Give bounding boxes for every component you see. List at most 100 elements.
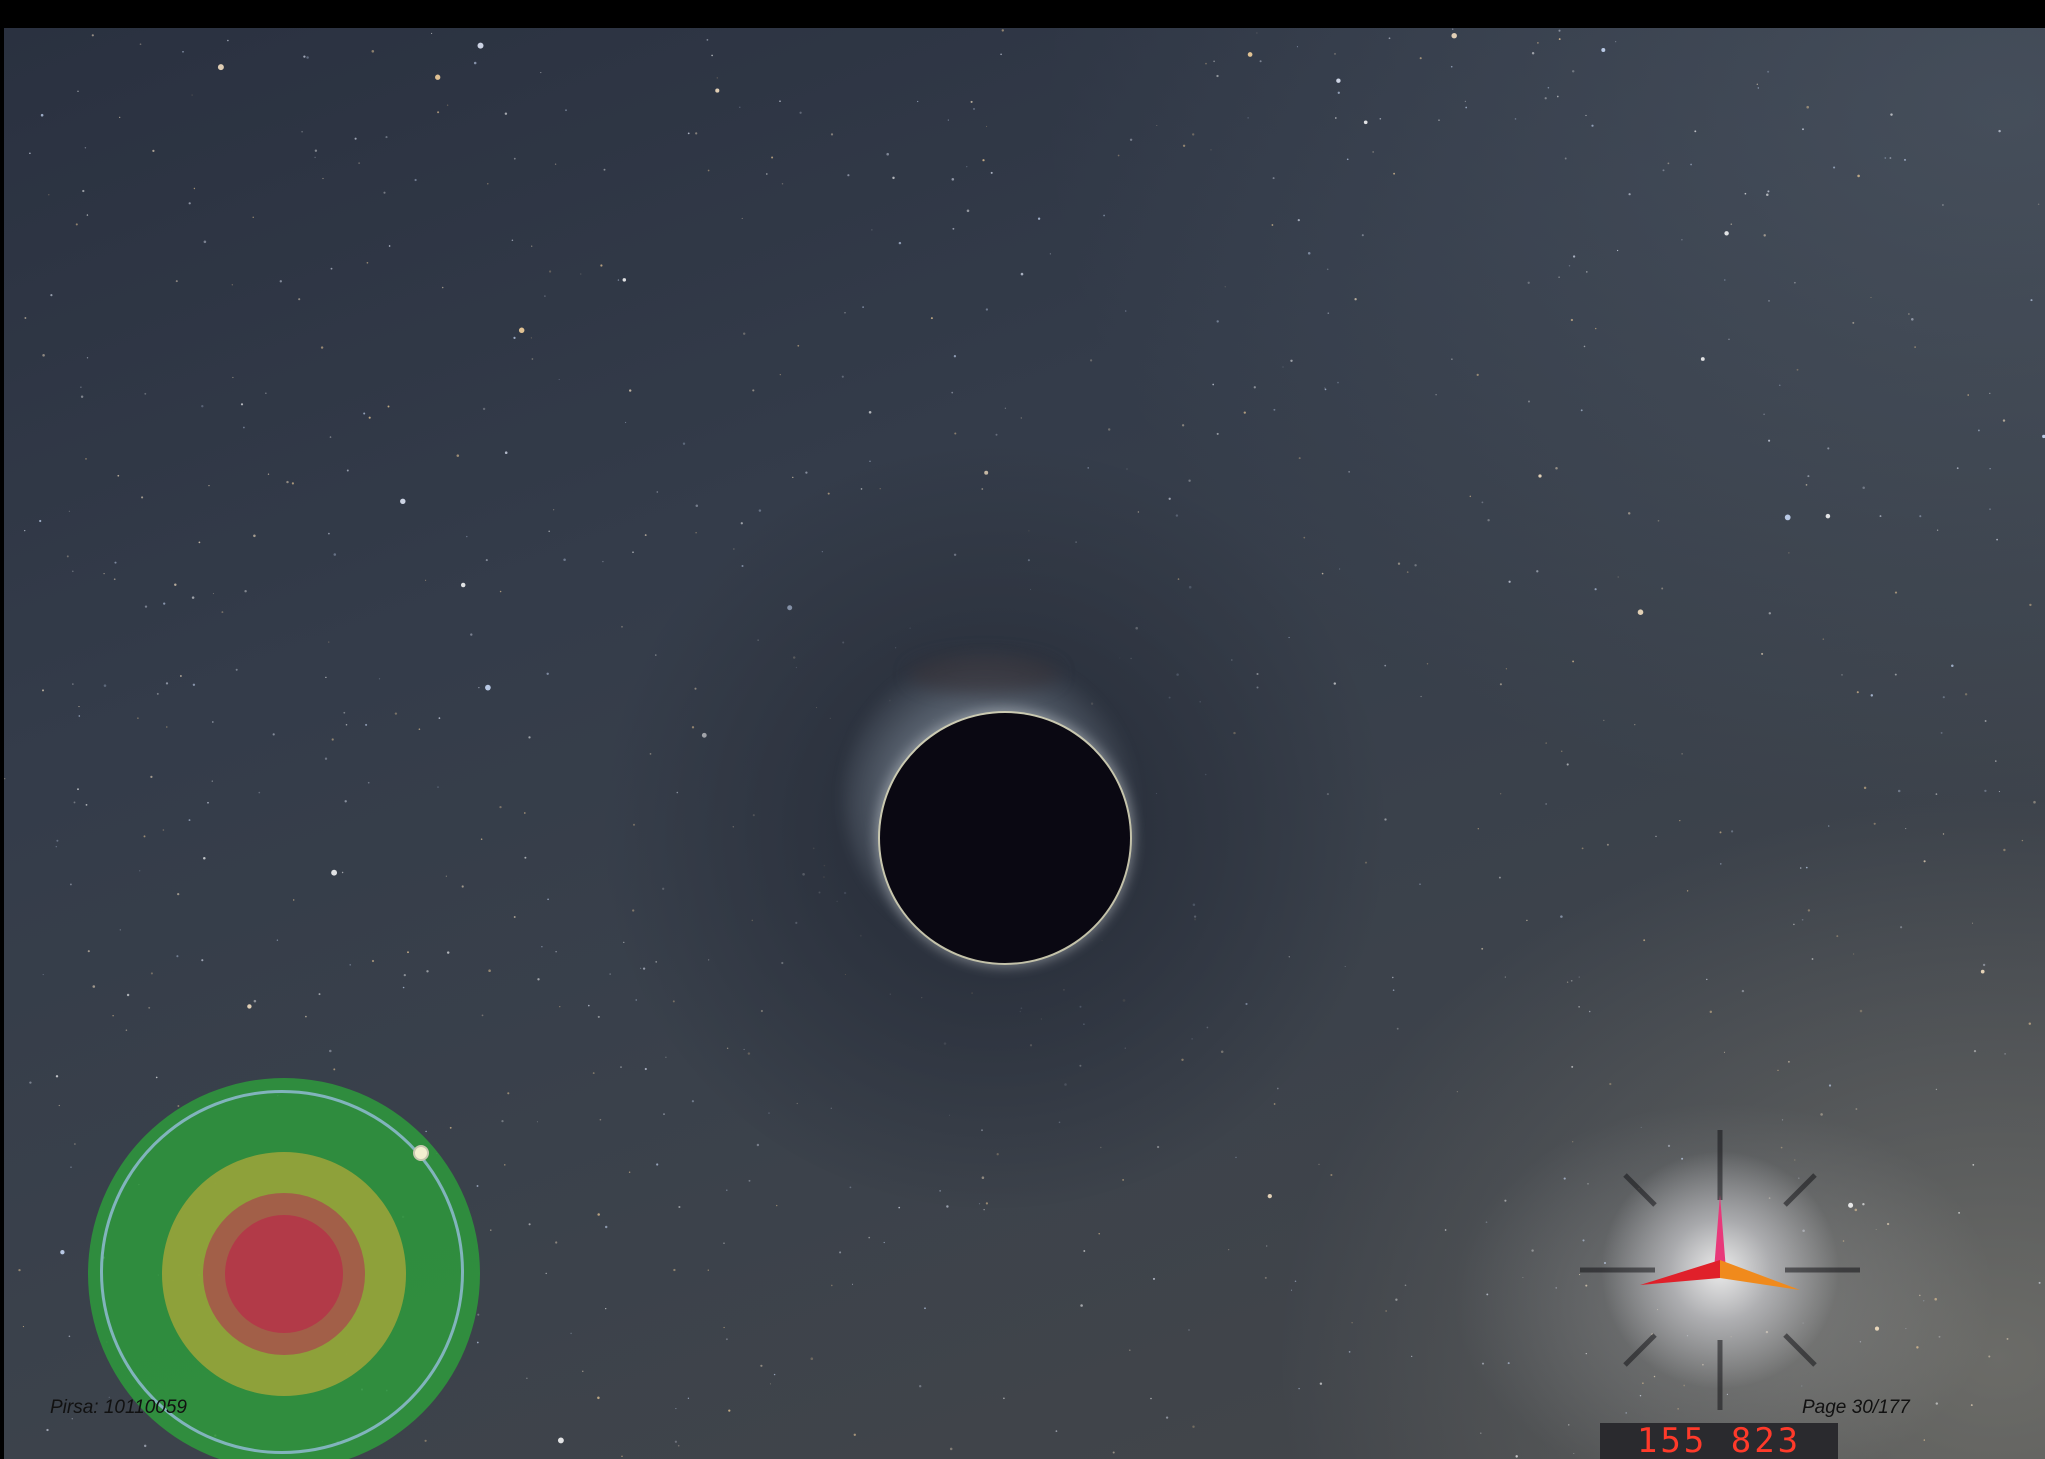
star bbox=[72, 683, 74, 685]
star bbox=[366, 261, 369, 264]
star bbox=[779, 374, 781, 376]
star bbox=[1811, 958, 1814, 960]
star bbox=[707, 169, 710, 172]
star bbox=[333, 1068, 336, 1071]
star bbox=[1870, 296, 1872, 299]
star bbox=[143, 835, 146, 838]
star bbox=[207, 801, 209, 804]
star bbox=[973, 108, 975, 110]
star bbox=[1504, 1199, 1507, 1202]
star bbox=[1681, 753, 1683, 755]
star bbox=[1477, 828, 1479, 830]
star bbox=[2021, 839, 2024, 842]
star bbox=[1465, 106, 1468, 109]
star bbox=[947, 119, 949, 121]
star bbox=[805, 471, 808, 474]
star bbox=[388, 245, 391, 247]
star bbox=[1117, 154, 1120, 157]
star bbox=[162, 829, 165, 831]
star bbox=[1124, 310, 1127, 312]
star bbox=[1863, 786, 1867, 790]
star bbox=[1273, 1103, 1276, 1105]
star bbox=[286, 480, 289, 484]
star bbox=[301, 130, 303, 133]
star bbox=[1055, 1430, 1058, 1432]
star bbox=[644, 1067, 647, 1071]
star bbox=[588, 1004, 590, 1007]
star bbox=[400, 498, 406, 505]
star bbox=[2033, 800, 2036, 804]
star bbox=[726, 1189, 728, 1191]
star bbox=[504, 1164, 506, 1166]
star bbox=[1210, 149, 1212, 151]
star bbox=[378, 678, 381, 680]
star bbox=[1700, 357, 1705, 361]
star bbox=[549, 270, 552, 273]
star bbox=[1212, 383, 1215, 386]
star bbox=[56, 839, 59, 842]
star bbox=[1476, 373, 1479, 377]
star bbox=[402, 986, 405, 989]
star bbox=[1761, 652, 1764, 655]
star bbox=[1003, 1397, 1005, 1400]
star bbox=[1942, 833, 1945, 835]
star bbox=[42, 974, 44, 976]
star bbox=[665, 1056, 667, 1058]
star bbox=[675, 1408, 677, 1410]
star bbox=[1338, 568, 1341, 570]
source-label: Pirsa: 10110059 bbox=[50, 1397, 187, 1418]
star bbox=[1730, 223, 1733, 225]
star bbox=[91, 34, 94, 37]
star bbox=[1560, 750, 1563, 753]
star bbox=[1216, 74, 1219, 78]
star bbox=[1558, 38, 1561, 41]
star bbox=[531, 358, 534, 360]
star bbox=[69, 883, 72, 886]
star bbox=[2028, 1022, 2032, 1025]
star bbox=[1107, 428, 1111, 431]
star bbox=[1388, 37, 1391, 40]
star bbox=[1181, 424, 1185, 427]
star bbox=[1862, 486, 1865, 490]
star bbox=[605, 1307, 607, 1310]
star bbox=[1639, 1394, 1642, 1397]
star bbox=[1916, 1346, 1919, 1349]
star bbox=[2029, 603, 2032, 607]
star bbox=[188, 202, 191, 205]
star bbox=[1556, 95, 1559, 98]
star bbox=[966, 209, 970, 213]
star bbox=[470, 633, 473, 636]
star bbox=[232, 376, 234, 379]
star bbox=[1616, 249, 1619, 252]
star bbox=[1505, 668, 1508, 670]
star bbox=[1351, 1321, 1353, 1324]
star bbox=[530, 337, 533, 339]
star bbox=[1406, 571, 1409, 573]
star bbox=[540, 72, 542, 74]
star bbox=[1905, 1328, 1907, 1330]
star bbox=[418, 728, 421, 730]
star bbox=[951, 178, 955, 181]
star bbox=[748, 1179, 751, 1182]
star bbox=[869, 460, 871, 463]
star bbox=[1667, 1144, 1671, 1148]
star bbox=[1781, 1119, 1784, 1121]
star bbox=[1706, 978, 1708, 981]
star bbox=[240, 403, 244, 406]
star bbox=[201, 405, 204, 408]
star bbox=[1348, 471, 1350, 473]
star bbox=[1514, 118, 1517, 120]
star bbox=[1756, 83, 1758, 85]
star bbox=[597, 1396, 600, 1400]
star bbox=[473, 61, 477, 65]
star bbox=[1594, 588, 1597, 591]
star bbox=[1570, 318, 1574, 322]
star bbox=[1661, 587, 1664, 590]
star bbox=[1856, 691, 1859, 694]
star bbox=[265, 392, 267, 394]
star bbox=[1264, 1276, 1267, 1279]
star bbox=[217, 64, 224, 71]
star bbox=[687, 132, 690, 135]
star bbox=[446, 104, 449, 106]
